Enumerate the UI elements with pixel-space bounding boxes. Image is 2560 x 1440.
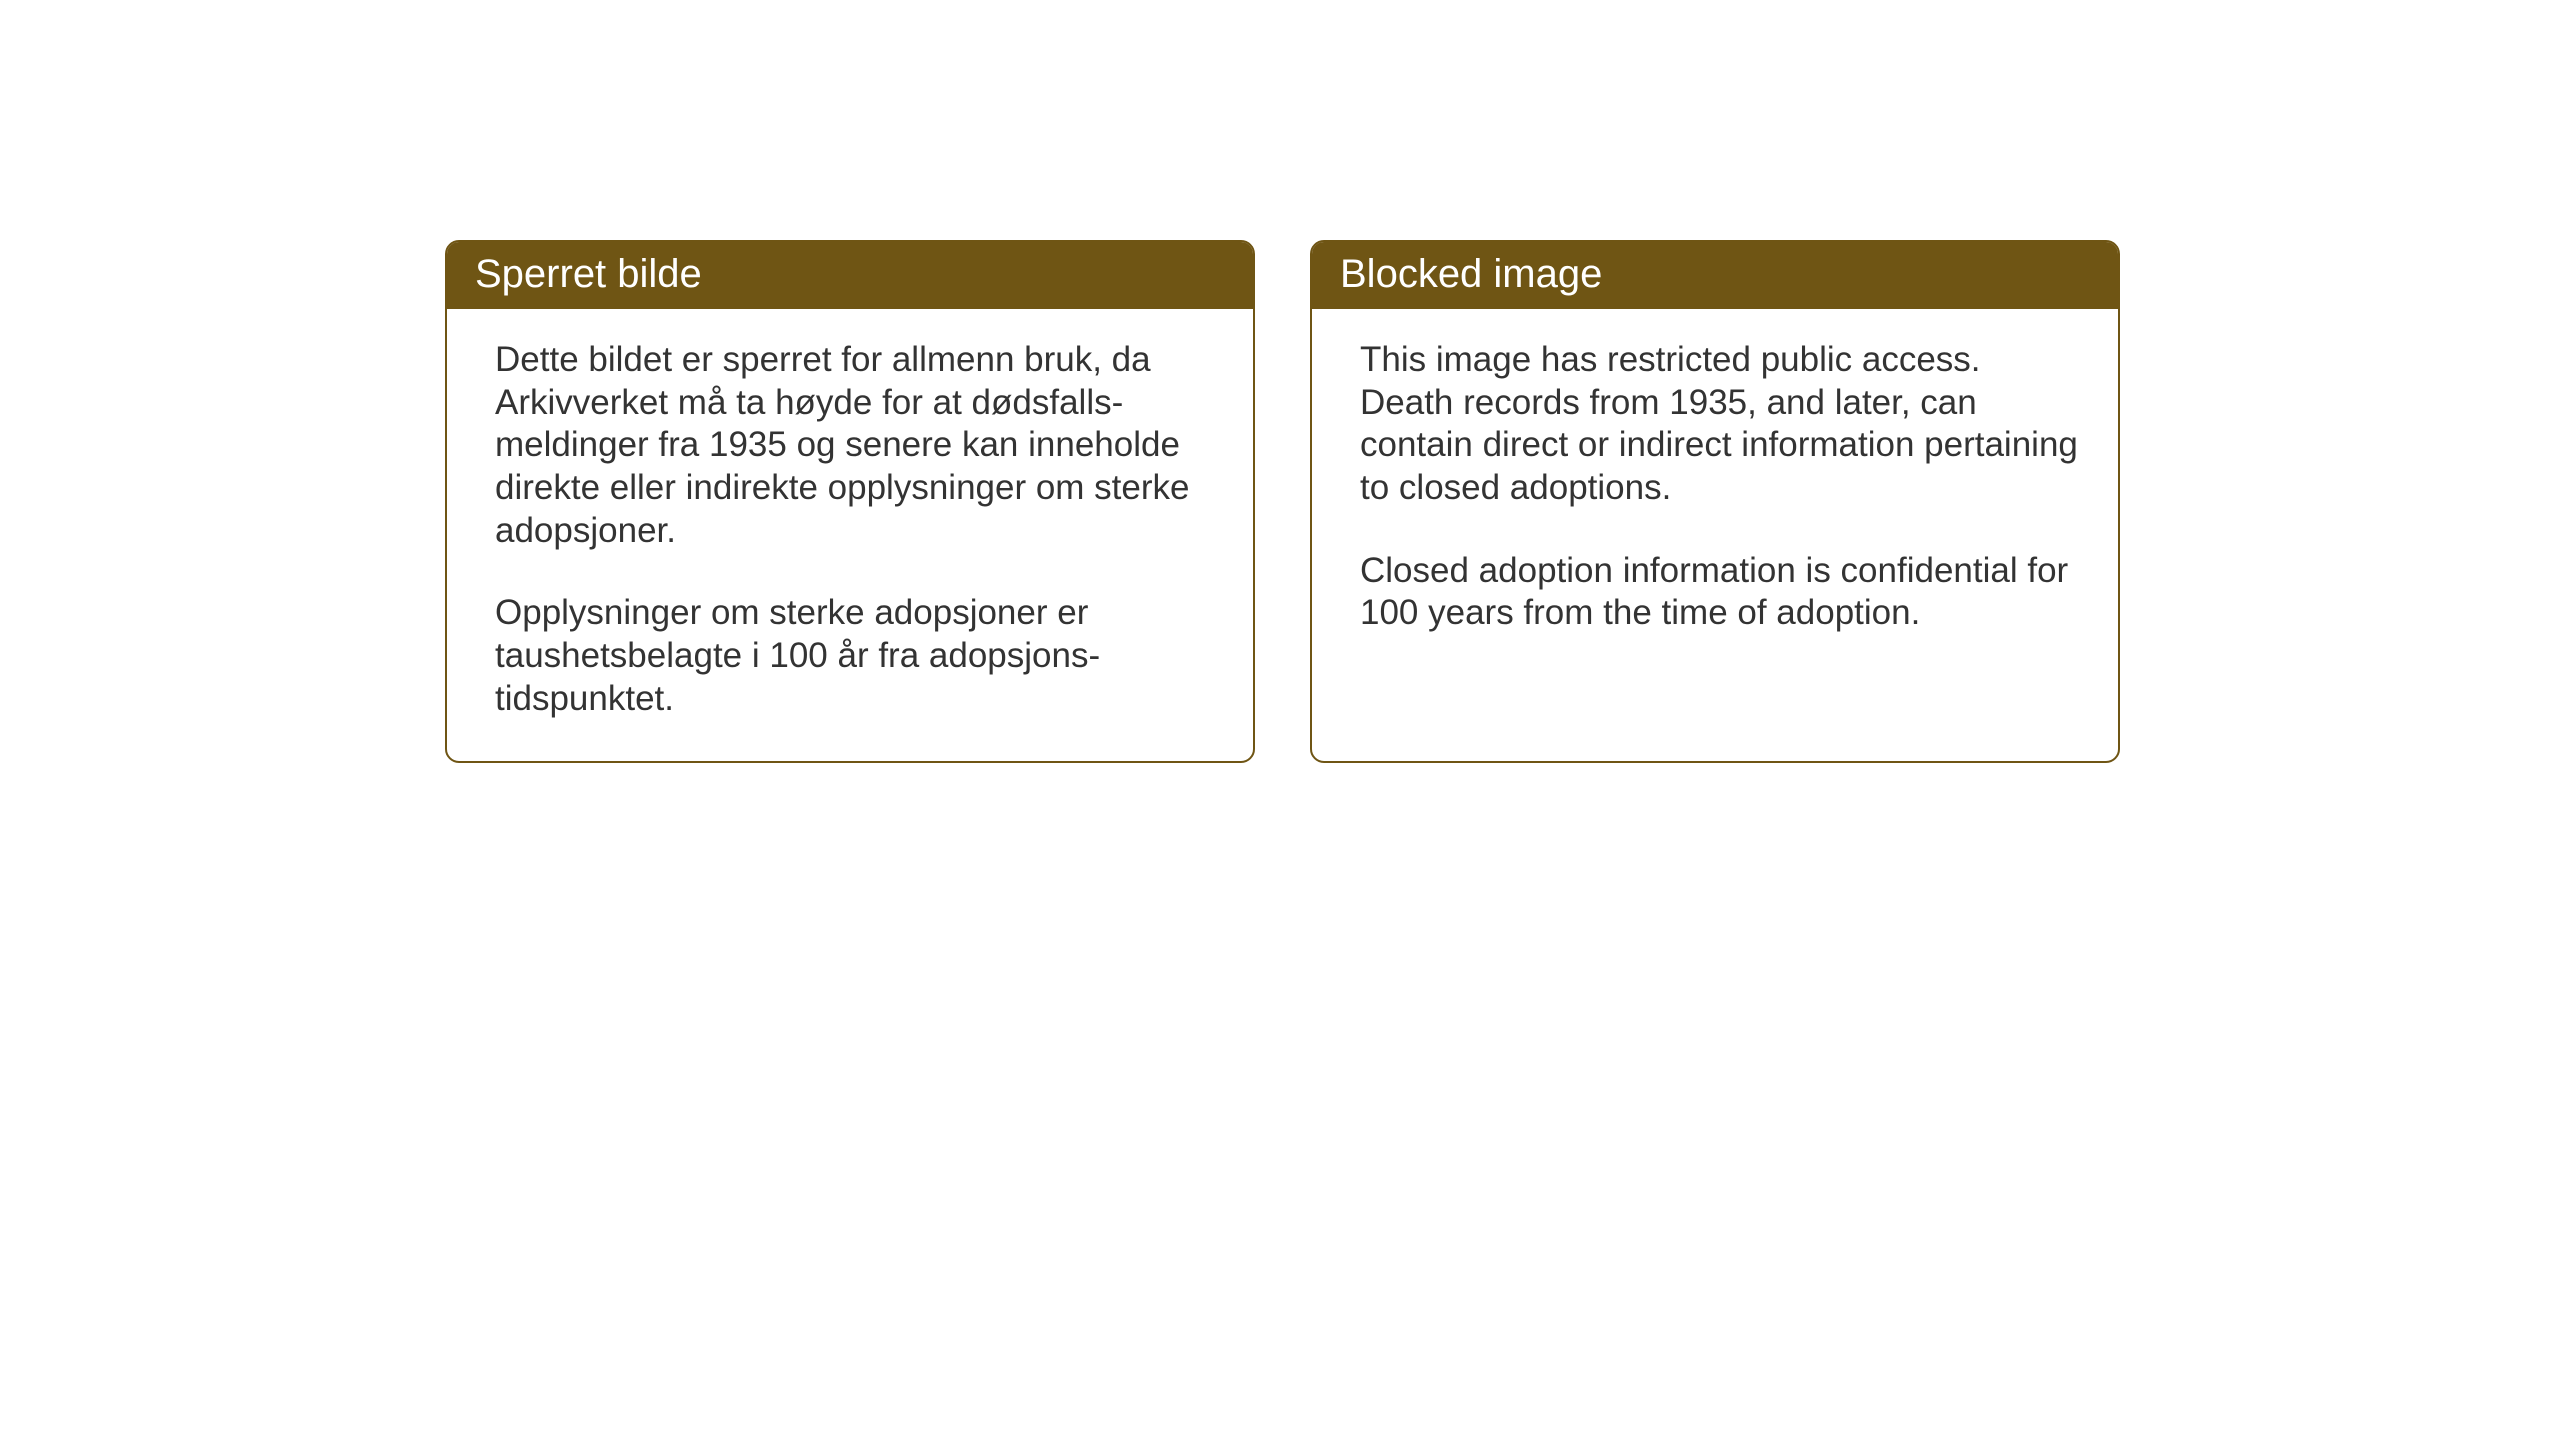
notice-card-english: Blocked image This image has restricted … [1310,240,2120,763]
card-header: Blocked image [1312,242,2118,309]
card-paragraph: Opplysninger om sterke adopsjoner er tau… [495,592,1213,720]
card-paragraph: Dette bildet er sperret for allmenn bruk… [495,339,1213,552]
card-paragraph: Closed adoption information is confident… [1360,550,2078,635]
card-body: Dette bildet er sperret for allmenn bruk… [447,309,1253,761]
card-title: Blocked image [1340,252,1602,296]
card-title: Sperret bilde [475,252,702,296]
card-body: This image has restricted public access.… [1312,309,2118,675]
notice-card-norwegian: Sperret bilde Dette bildet er sperret fo… [445,240,1255,763]
card-paragraph: This image has restricted public access.… [1360,339,2078,510]
card-header: Sperret bilde [447,242,1253,309]
notice-container: Sperret bilde Dette bildet er sperret fo… [445,240,2120,763]
